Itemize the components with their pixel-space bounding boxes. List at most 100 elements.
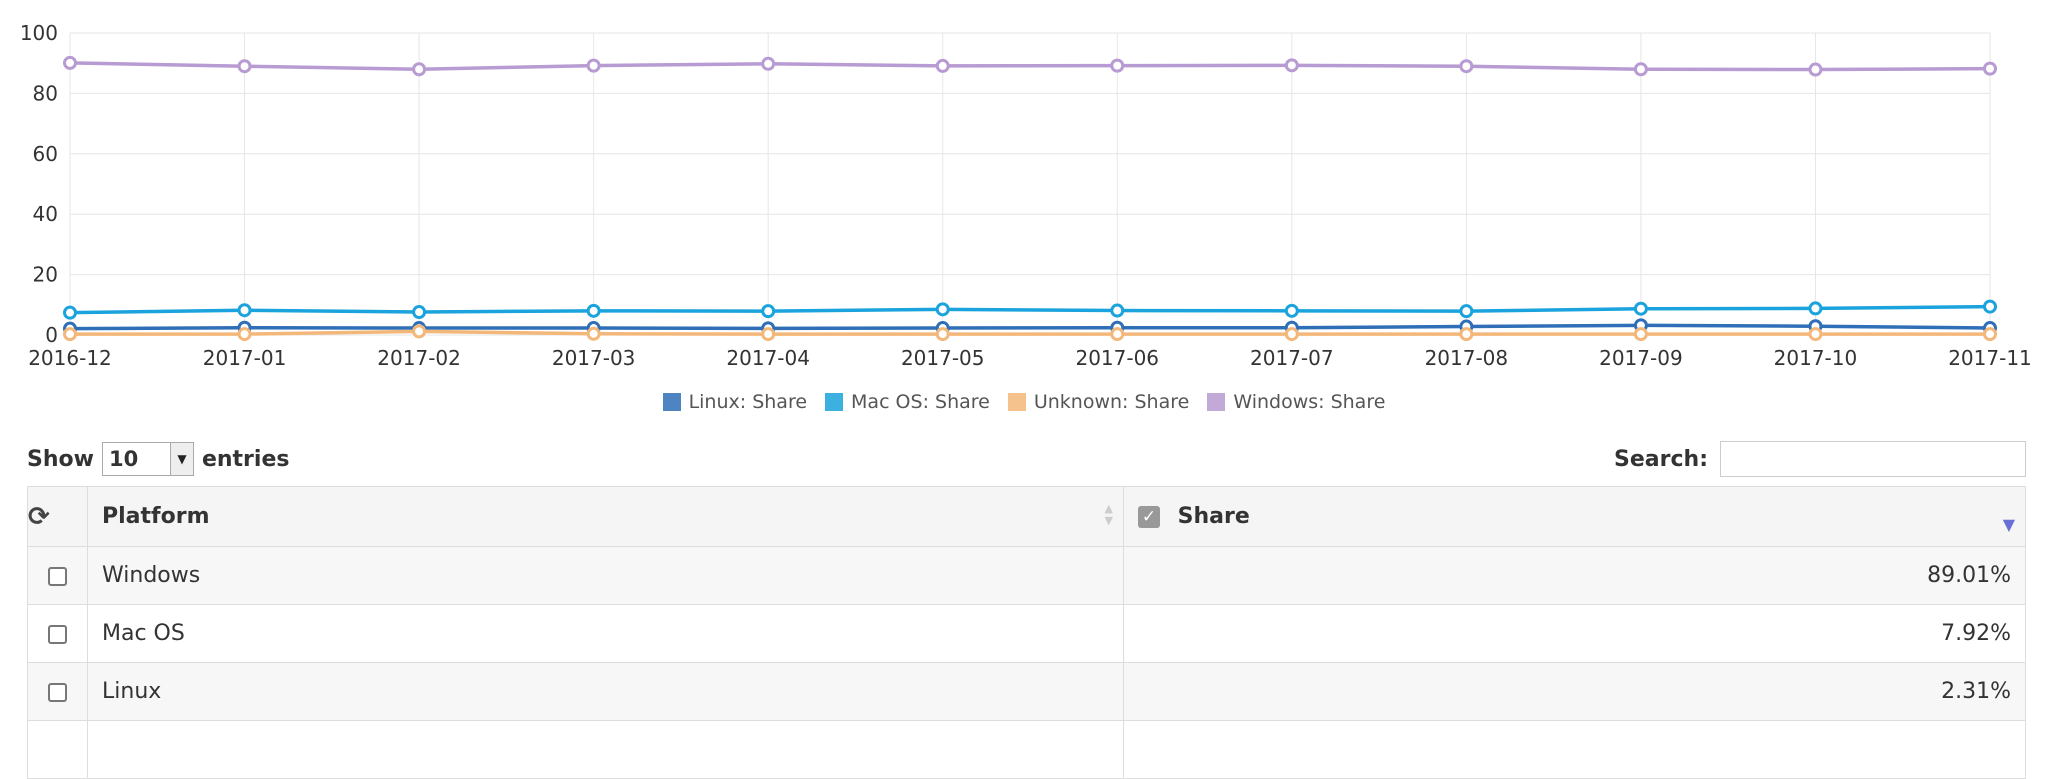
data-point <box>761 304 776 319</box>
data-point <box>935 327 950 342</box>
legend-swatch <box>1007 393 1026 411</box>
chart-legend: Linux: Share Mac OS: Share Unknown: Share W… <box>0 388 2048 416</box>
y-tick-label: 100 <box>20 21 58 45</box>
entries-label: entries <box>201 446 290 472</box>
x-tick-label: 2017-06 <box>1075 346 1159 370</box>
table-row: Windows 89.01% <box>27 546 2026 605</box>
data-point <box>1110 327 1125 342</box>
data-point <box>935 58 950 73</box>
legend-item[interactable]: Windows: Share <box>1207 391 1385 413</box>
data-point <box>1983 327 1997 342</box>
refresh-icon[interactable]: ⟳ <box>28 501 50 532</box>
data-point <box>761 56 776 71</box>
data-point <box>237 327 252 342</box>
table-row: Mac OS 7.92% <box>27 604 2026 663</box>
data-point <box>237 303 252 318</box>
data-point <box>1983 61 1997 76</box>
legend-swatch <box>825 393 844 411</box>
refresh-column-header[interactable]: ⟳ <box>27 486 88 547</box>
row-select-cell <box>27 662 88 721</box>
legend-swatch <box>1207 393 1226 411</box>
y-tick-label: 60 <box>33 142 58 166</box>
data-point <box>1284 327 1299 342</box>
legend-label: Windows: Share <box>1233 391 1386 413</box>
y-tick-label: 0 <box>45 323 58 347</box>
sort-descending-icon: ▼ <box>2002 515 2015 534</box>
search-input[interactable] <box>1720 441 2026 477</box>
data-point <box>63 55 77 70</box>
chevron-down-icon[interactable]: ▼ <box>169 443 193 475</box>
data-point <box>1633 62 1648 77</box>
entries-length-select[interactable]: 10 ▼ <box>101 442 194 476</box>
y-tick-label: 80 <box>33 81 58 105</box>
platform-column-header[interactable]: Platform ▲ ▼ <box>87 486 1124 547</box>
x-tick-label: 2017-01 <box>203 346 287 370</box>
platform-cell: Mac OS <box>87 604 1124 663</box>
data-point <box>237 59 252 74</box>
x-tick-label: 2017-10 <box>1774 346 1858 370</box>
checkbox-checked-icon[interactable]: ✓ <box>1138 506 1160 528</box>
legend-item[interactable]: Mac OS: Share <box>825 391 990 413</box>
data-point <box>1808 62 1823 77</box>
row-select-cell <box>27 720 88 779</box>
data-point <box>586 58 601 73</box>
row-checkbox[interactable] <box>48 566 67 586</box>
data-point <box>1459 59 1474 74</box>
x-tick-label: 2017-11 <box>1948 346 2032 370</box>
share-cell: 2.31% <box>1123 662 2026 721</box>
share-column-header[interactable]: ✓ Share ▼ <box>1123 486 2026 547</box>
table-row <box>27 720 2026 779</box>
data-point <box>412 305 427 320</box>
data-point <box>1459 327 1474 342</box>
legend-label: Linux: Share <box>688 391 808 413</box>
data-point <box>63 305 77 320</box>
entries-length-value: 10 <box>108 447 139 471</box>
share-cell <box>1123 720 2026 779</box>
x-tick-label: 2017-04 <box>726 346 810 370</box>
row-select-cell <box>27 604 88 663</box>
data-point <box>412 62 427 77</box>
data-point <box>761 327 776 342</box>
legend-label: Mac OS: Share <box>851 391 990 413</box>
line-chart: 0 20 40 60 80 100 2016-12 2017-01 2017-02 2017-03… <box>20 21 2032 370</box>
x-tick-label: 2017-05 <box>901 346 985 370</box>
share-cell: 89.01% <box>1123 546 2026 605</box>
data-point <box>1284 303 1299 318</box>
data-point <box>412 324 427 339</box>
search-label: Search: <box>1614 446 1708 472</box>
x-tick-label: 2017-03 <box>552 346 636 370</box>
row-checkbox[interactable] <box>48 682 67 702</box>
legend-label: Unknown: Share <box>1033 391 1190 413</box>
x-tick-label: 2017-08 <box>1425 346 1509 370</box>
search-wrap: Search: <box>1614 441 2026 477</box>
table-header-row: ⟳ Platform ▲ ▼ ✓ Share ▼ <box>27 486 2026 547</box>
row-checkbox[interactable] <box>48 624 67 644</box>
data-point <box>1459 304 1474 319</box>
legend-swatch <box>662 393 681 411</box>
row-select-cell <box>27 546 88 605</box>
x-tick-label: 2017-07 <box>1250 346 1334 370</box>
platform-header-label: Platform <box>102 504 210 529</box>
legend-item[interactable]: Unknown: Share <box>1007 391 1190 413</box>
data-point <box>1110 58 1125 73</box>
data-point <box>1633 327 1648 342</box>
data-table: ⟳ Platform ▲ ▼ ✓ Share ▼ Windows 89.01% M… <box>27 486 2026 779</box>
x-tick-label: 2017-09 <box>1599 346 1683 370</box>
data-point <box>586 326 601 341</box>
series-line <box>69 61 1991 72</box>
series-line <box>69 323 1991 331</box>
y-tick-label: 40 <box>33 202 58 226</box>
show-label: Show <box>27 446 94 472</box>
x-tick-label: 2017-02 <box>377 346 461 370</box>
sort-icon: ▲ ▼ <box>1104 502 1113 527</box>
share-cell: 7.92% <box>1123 604 2026 663</box>
data-point <box>1284 58 1299 73</box>
data-point <box>1808 327 1823 342</box>
y-tick-label: 20 <box>33 263 58 287</box>
table-controls: Show 10 ▼ entries Search: <box>27 438 2026 480</box>
data-point <box>1110 303 1125 318</box>
x-tick-label: 2016-12 <box>28 346 112 370</box>
data-point <box>1808 301 1823 316</box>
series-line <box>69 304 1991 315</box>
legend-item[interactable]: Linux: Share <box>662 391 808 413</box>
